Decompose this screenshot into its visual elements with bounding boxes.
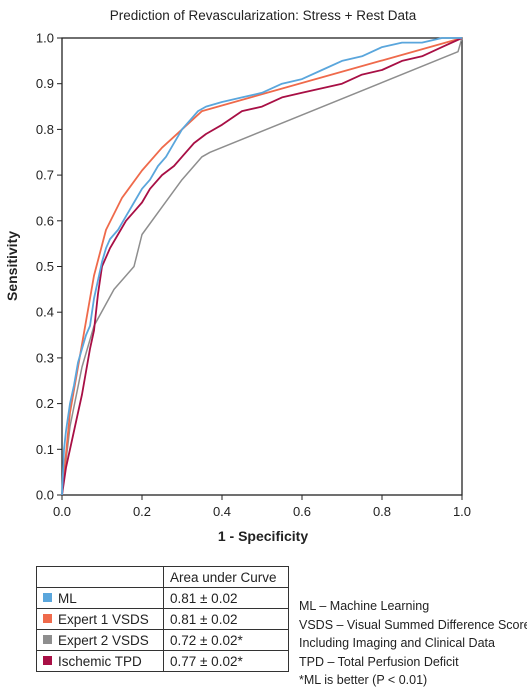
x-tick-label: 0.4: [213, 504, 231, 519]
legend-row-expert1: Expert 1 VSDS 0.81 ± 0.02: [36, 608, 289, 630]
legend-label-ml: ML: [58, 590, 77, 606]
legend-header-auc: Area under Curve: [163, 566, 289, 588]
y-tick-label: 0.4: [36, 305, 54, 320]
legend-auc-ml: 0.81 ± 0.02: [163, 587, 289, 609]
legend-series-name: Expert 1 VSDS: [36, 608, 164, 630]
y-tick-label: 0.6: [36, 213, 54, 228]
note-imaging: Including Imaging and Clinical Data: [299, 636, 495, 651]
x-tick-label: 0.0: [53, 504, 71, 519]
x-tick-label: 0.8: [373, 504, 391, 519]
legend-row-ml: ML 0.81 ± 0.02: [36, 587, 289, 609]
y-tick-label: 0.7: [36, 168, 54, 183]
swatch-tpd: [43, 656, 52, 666]
x-axis-label: 1 - Specificity: [218, 528, 308, 544]
y-tick-label: 0.0: [36, 488, 54, 503]
swatch-expert2: [43, 635, 52, 645]
note-vsds: VSDS – Visual Summed Difference Score: [299, 617, 527, 632]
note-ml: ML – Machine Learning: [299, 599, 430, 613]
series-line-expert-2-vsds: [61, 37, 463, 496]
legend-series-name: Expert 2 VSDS: [36, 629, 164, 651]
chart-axes: 0.0 0.1 0.2 0.3 0.4 0.5 0.6 0.7 0.8 0.9 1.0 0.0 0.2 0…: [36, 31, 471, 520]
roc-chart: Prediction of Revascularization: Stress …: [4, 8, 471, 544]
y-tick-label: 0.8: [36, 122, 54, 137]
series-line-ml: [61, 37, 462, 496]
legend-series-name: Ischemic TPD: [36, 650, 164, 672]
series-layer: [61, 37, 463, 496]
note-significance: *ML is better (P < 0.01): [299, 673, 428, 688]
swatch-expert1: [43, 614, 52, 624]
x-tick-label: 0.6: [293, 504, 311, 519]
abbreviation-notes: ML – Machine Learning VSDS – Visual Summ…: [299, 597, 527, 690]
legend-label-expert2: Expert 2 VSDS: [58, 632, 149, 648]
chart-title: Prediction of Revascularization: Stress …: [110, 8, 417, 23]
swatch-ml: [43, 593, 52, 603]
legend-table: Area under Curve ML 0.81 ± 0.02 Expert 1…: [36, 566, 289, 672]
y-tick-label: 0.3: [36, 350, 54, 365]
note-tpd: TPD – Total Perfusion Deficit: [299, 654, 459, 669]
legend-auc-expert2: 0.72 ± 0.02*: [163, 629, 289, 651]
legend-row-expert2: Expert 2 VSDS 0.72 ± 0.02*: [36, 629, 289, 651]
legend-header-row: Area under Curve: [36, 566, 289, 588]
x-tick-label: 0.2: [133, 504, 151, 519]
y-tick-label: 0.2: [36, 396, 54, 411]
legend-label-tpd: Ischemic TPD: [58, 653, 142, 669]
legend-series-name: ML: [36, 587, 164, 609]
y-tick-label: 1.0: [36, 31, 54, 46]
y-tick-label: 0.9: [36, 76, 54, 91]
y-tick-label: 0.5: [36, 259, 54, 274]
legend-auc-tpd: 0.77 ± 0.02*: [163, 650, 289, 672]
x-tick-label: 1.0: [453, 504, 471, 519]
series-line-ischemic-tpd: [61, 37, 463, 496]
y-axis-label: Sensitivity: [4, 231, 20, 301]
legend-label-expert1: Expert 1 VSDS: [58, 611, 149, 627]
legend-auc-expert1: 0.81 ± 0.02: [163, 608, 289, 630]
y-tick-label: 0.1: [36, 442, 54, 457]
legend-header-blank: [36, 566, 164, 588]
legend-row-tpd: Ischemic TPD 0.77 ± 0.02*: [36, 650, 289, 672]
